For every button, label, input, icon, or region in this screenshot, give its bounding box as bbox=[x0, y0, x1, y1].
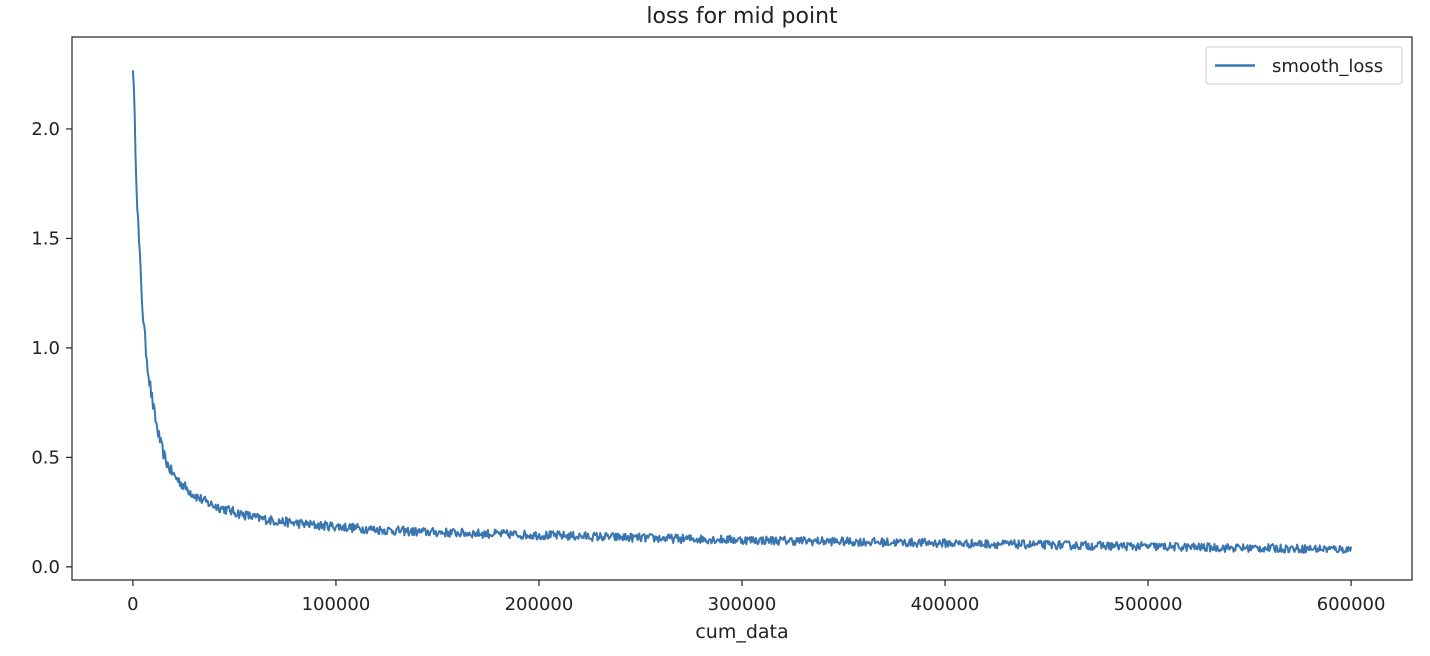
x-tick-label: 600000 bbox=[1317, 594, 1386, 615]
plot-area bbox=[71, 36, 1413, 581]
series-layer bbox=[131, 70, 1353, 554]
y-tick-label: 1.5 bbox=[31, 228, 60, 249]
y-tick-label: 2.0 bbox=[31, 119, 60, 140]
legend-label-smooth-loss: smooth_loss bbox=[1272, 56, 1383, 77]
legend-box bbox=[1205, 46, 1403, 85]
x-axis-title: cum_data bbox=[695, 621, 788, 643]
legend: smooth_loss bbox=[1205, 46, 1403, 85]
series-line-smooth-loss bbox=[131, 70, 1353, 554]
y-tick-label: 0.5 bbox=[31, 447, 60, 468]
y-tick-label: 0.0 bbox=[31, 557, 60, 578]
x-tick-label: 200000 bbox=[505, 594, 574, 615]
chart-title: loss for mid point bbox=[646, 4, 838, 29]
x-tick-label: 0 bbox=[127, 594, 138, 615]
x-tick-label: 100000 bbox=[302, 594, 371, 615]
x-tick-label: 400000 bbox=[911, 594, 980, 615]
y-axis: 0.0 0.5 1.0 1.5 2.0 bbox=[31, 119, 72, 578]
x-axis: 0 100000 200000 300000 400000 500000 600000 bbox=[127, 580, 1385, 615]
y-tick-label: 1.0 bbox=[31, 338, 60, 359]
x-tick-label: 500000 bbox=[1114, 594, 1183, 615]
x-tick-label: 300000 bbox=[708, 594, 777, 615]
